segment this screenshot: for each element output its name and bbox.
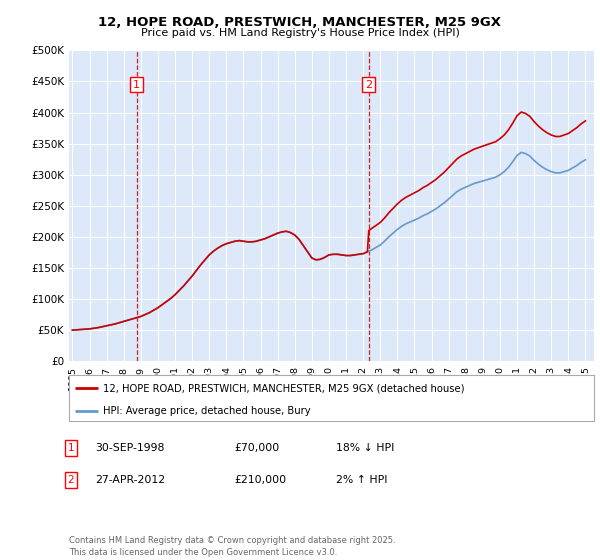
Text: 27-APR-2012: 27-APR-2012 [95,475,165,485]
Text: 1: 1 [67,443,74,453]
Text: 30-SEP-1998: 30-SEP-1998 [95,443,164,453]
Text: £210,000: £210,000 [234,475,286,485]
Text: HPI: Average price, detached house, Bury: HPI: Average price, detached house, Bury [103,406,311,416]
Text: 2% ↑ HPI: 2% ↑ HPI [336,475,388,485]
Text: £70,000: £70,000 [234,443,279,453]
Text: 2: 2 [67,475,74,485]
Text: 1: 1 [133,80,140,90]
Text: 2: 2 [365,80,373,90]
Text: Price paid vs. HM Land Registry's House Price Index (HPI): Price paid vs. HM Land Registry's House … [140,28,460,38]
Text: 12, HOPE ROAD, PRESTWICH, MANCHESTER, M25 9GX: 12, HOPE ROAD, PRESTWICH, MANCHESTER, M2… [98,16,502,29]
Text: 12, HOPE ROAD, PRESTWICH, MANCHESTER, M25 9GX (detached house): 12, HOPE ROAD, PRESTWICH, MANCHESTER, M2… [103,383,464,393]
Text: Contains HM Land Registry data © Crown copyright and database right 2025.
This d: Contains HM Land Registry data © Crown c… [69,536,395,557]
Text: 18% ↓ HPI: 18% ↓ HPI [336,443,394,453]
